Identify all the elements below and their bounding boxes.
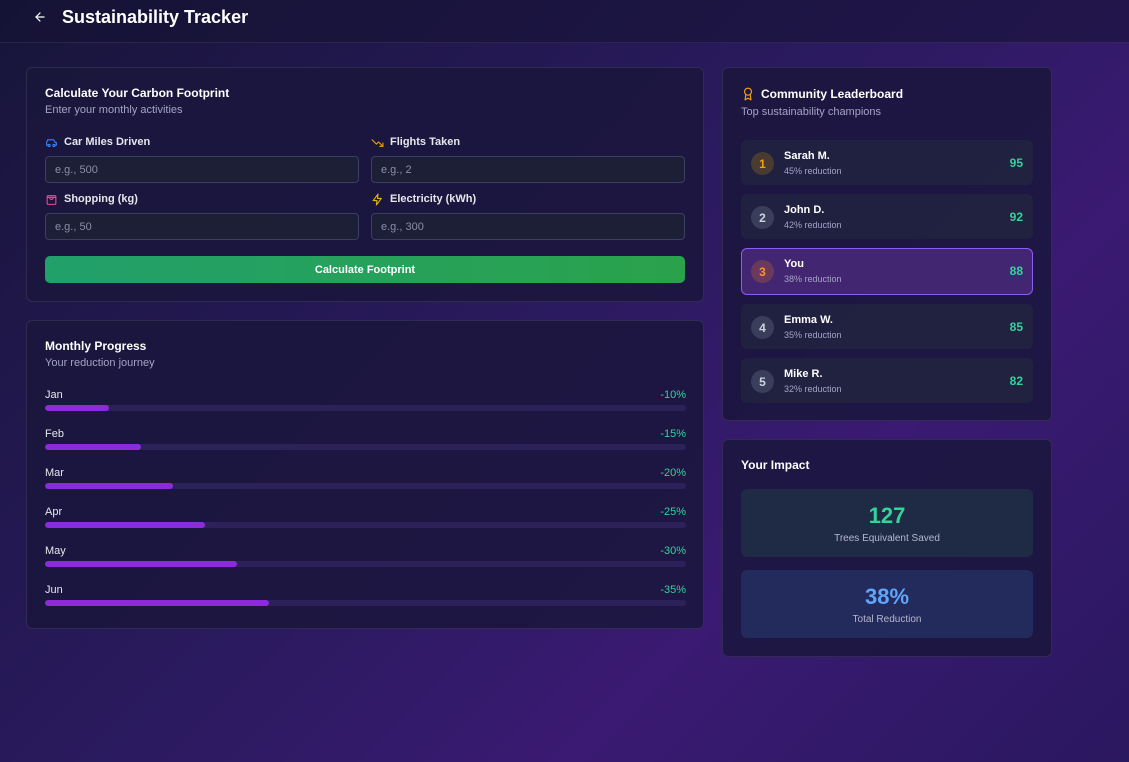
trees-saved-value: 127 xyxy=(868,502,906,528)
leaderboard-row[interactable]: 1 Sarah M. 45% reduction 95 xyxy=(741,140,1033,185)
progress-fill xyxy=(45,522,206,528)
leader-name: Emma W. xyxy=(784,314,833,326)
progress-fill xyxy=(45,561,238,567)
progress-row: May -30% xyxy=(45,545,686,584)
electricity-label: Electricity (kWh) xyxy=(390,193,477,205)
back-button[interactable] xyxy=(30,8,50,26)
progress-title: Monthly Progress xyxy=(45,339,147,353)
leaderboard-row[interactable]: 5 Mike R. 32% reduction 82 xyxy=(741,358,1033,403)
impact-title: Your Impact xyxy=(741,458,810,472)
leaderboard-row[interactable]: 2 John D. 42% reduction 92 xyxy=(741,194,1033,239)
calculator-title: Calculate Your Carbon Footprint xyxy=(45,86,230,100)
electricity-input[interactable] xyxy=(371,213,685,240)
progress-value: -25% xyxy=(660,506,686,518)
progress-month: Jan xyxy=(45,389,63,401)
progress-row: Mar -20% xyxy=(45,467,686,506)
progress-month: Jun xyxy=(45,584,63,596)
impact-card: Your Impact 127 Trees Equivalent Saved 3… xyxy=(722,439,1052,657)
zap-icon xyxy=(372,193,382,205)
total-reduction-label: Total Reduction xyxy=(852,613,922,625)
total-reduction-value: 38% xyxy=(864,583,910,609)
progress-month: Mar xyxy=(45,467,64,479)
leader-reduction: 38% reduction xyxy=(784,274,842,284)
car-miles-label: Car Miles Driven xyxy=(64,136,151,148)
flights-field: Flights Taken xyxy=(371,135,685,183)
calculator-subtitle: Enter your monthly activities xyxy=(45,104,183,116)
leader-score: 92 xyxy=(1009,210,1023,224)
total-reduction-stat: 38% Total Reduction xyxy=(741,570,1033,638)
car-miles-field: Car Miles Driven xyxy=(45,135,359,183)
progress-list: Jan -10% Feb -15% Mar -20% Apr -25% May … xyxy=(45,389,686,623)
progress-value: -20% xyxy=(660,467,686,479)
shopping-label: Shopping (kg) xyxy=(64,193,138,205)
top-header: Sustainability Tracker xyxy=(0,0,1129,43)
carbon-calculator-card: Calculate Your Carbon Footprint Enter yo… xyxy=(26,67,704,302)
progress-track xyxy=(45,561,686,567)
leader-name: John D. xyxy=(784,204,825,216)
rank-badge: 2 xyxy=(751,206,774,229)
shopping-field: Shopping (kg) xyxy=(45,192,359,240)
rank-badge: 3 xyxy=(751,260,774,283)
progress-value: -35% xyxy=(660,584,686,596)
leader-name: You xyxy=(784,258,804,270)
leaderboard-list: 1 Sarah M. 45% reduction 95 2 John D. 42… xyxy=(741,140,1033,412)
shopping-bag-icon xyxy=(46,194,57,205)
electricity-field: Electricity (kWh) xyxy=(371,192,685,240)
leader-score: 95 xyxy=(1009,156,1023,170)
progress-track xyxy=(45,483,686,489)
car-miles-input[interactable] xyxy=(45,156,359,183)
rank-badge: 4 xyxy=(751,316,774,339)
progress-value: -10% xyxy=(660,389,686,401)
progress-fill xyxy=(45,444,142,450)
progress-track xyxy=(45,522,686,528)
flights-label: Flights Taken xyxy=(390,136,461,148)
progress-row: Apr -25% xyxy=(45,506,686,545)
leaderboard-row[interactable]: 4 Emma W. 35% reduction 85 xyxy=(741,304,1033,349)
car-icon xyxy=(46,138,57,147)
progress-subtitle: Your reduction journey xyxy=(45,357,155,369)
rank-badge: 1 xyxy=(751,152,774,175)
progress-fill xyxy=(45,405,110,411)
progress-row: Jun -35% xyxy=(45,584,686,623)
monthly-progress-card: Monthly Progress Your reduction journey … xyxy=(26,320,704,629)
progress-month: Apr xyxy=(45,506,63,518)
progress-row: Feb -15% xyxy=(45,428,686,467)
arrow-left-icon xyxy=(35,12,45,22)
trending-down-icon xyxy=(371,138,384,147)
calculate-footprint-button[interactable]: Calculate Footprint xyxy=(45,256,685,283)
leaderboard-row-current-user[interactable]: 3 You 38% reduction 88 xyxy=(741,248,1033,295)
trees-saved-stat: 127 Trees Equivalent Saved xyxy=(741,489,1033,557)
leader-reduction: 32% reduction xyxy=(784,384,842,394)
progress-fill xyxy=(45,483,174,489)
progress-value: -15% xyxy=(660,428,686,440)
progress-track xyxy=(45,444,686,450)
flights-input[interactable] xyxy=(371,156,685,183)
rank-badge: 5 xyxy=(751,370,774,393)
progress-month: May xyxy=(45,545,66,557)
progress-month: Feb xyxy=(45,428,64,440)
leader-reduction: 45% reduction xyxy=(784,166,842,176)
page-title: Sustainability Tracker xyxy=(62,7,249,27)
leaderboard-subtitle: Top sustainability champions xyxy=(741,106,882,118)
leader-score: 88 xyxy=(1009,264,1023,278)
progress-fill xyxy=(45,600,270,606)
leader-score: 82 xyxy=(1009,374,1023,388)
shopping-input[interactable] xyxy=(45,213,359,240)
progress-track xyxy=(45,600,686,606)
progress-value: -30% xyxy=(660,545,686,557)
leaderboard-card: Community Leaderboard Top sustainability… xyxy=(722,67,1052,421)
leader-reduction: 42% reduction xyxy=(784,220,842,230)
leader-reduction: 35% reduction xyxy=(784,330,842,340)
leader-name: Sarah M. xyxy=(784,150,830,162)
trees-saved-label: Trees Equivalent Saved xyxy=(834,532,940,544)
progress-track xyxy=(45,405,686,411)
leader-name: Mike R. xyxy=(784,368,823,380)
leader-score: 85 xyxy=(1009,320,1023,334)
progress-row: Jan -10% xyxy=(45,389,686,428)
award-icon xyxy=(743,87,753,101)
leaderboard-title: Community Leaderboard xyxy=(761,87,904,101)
